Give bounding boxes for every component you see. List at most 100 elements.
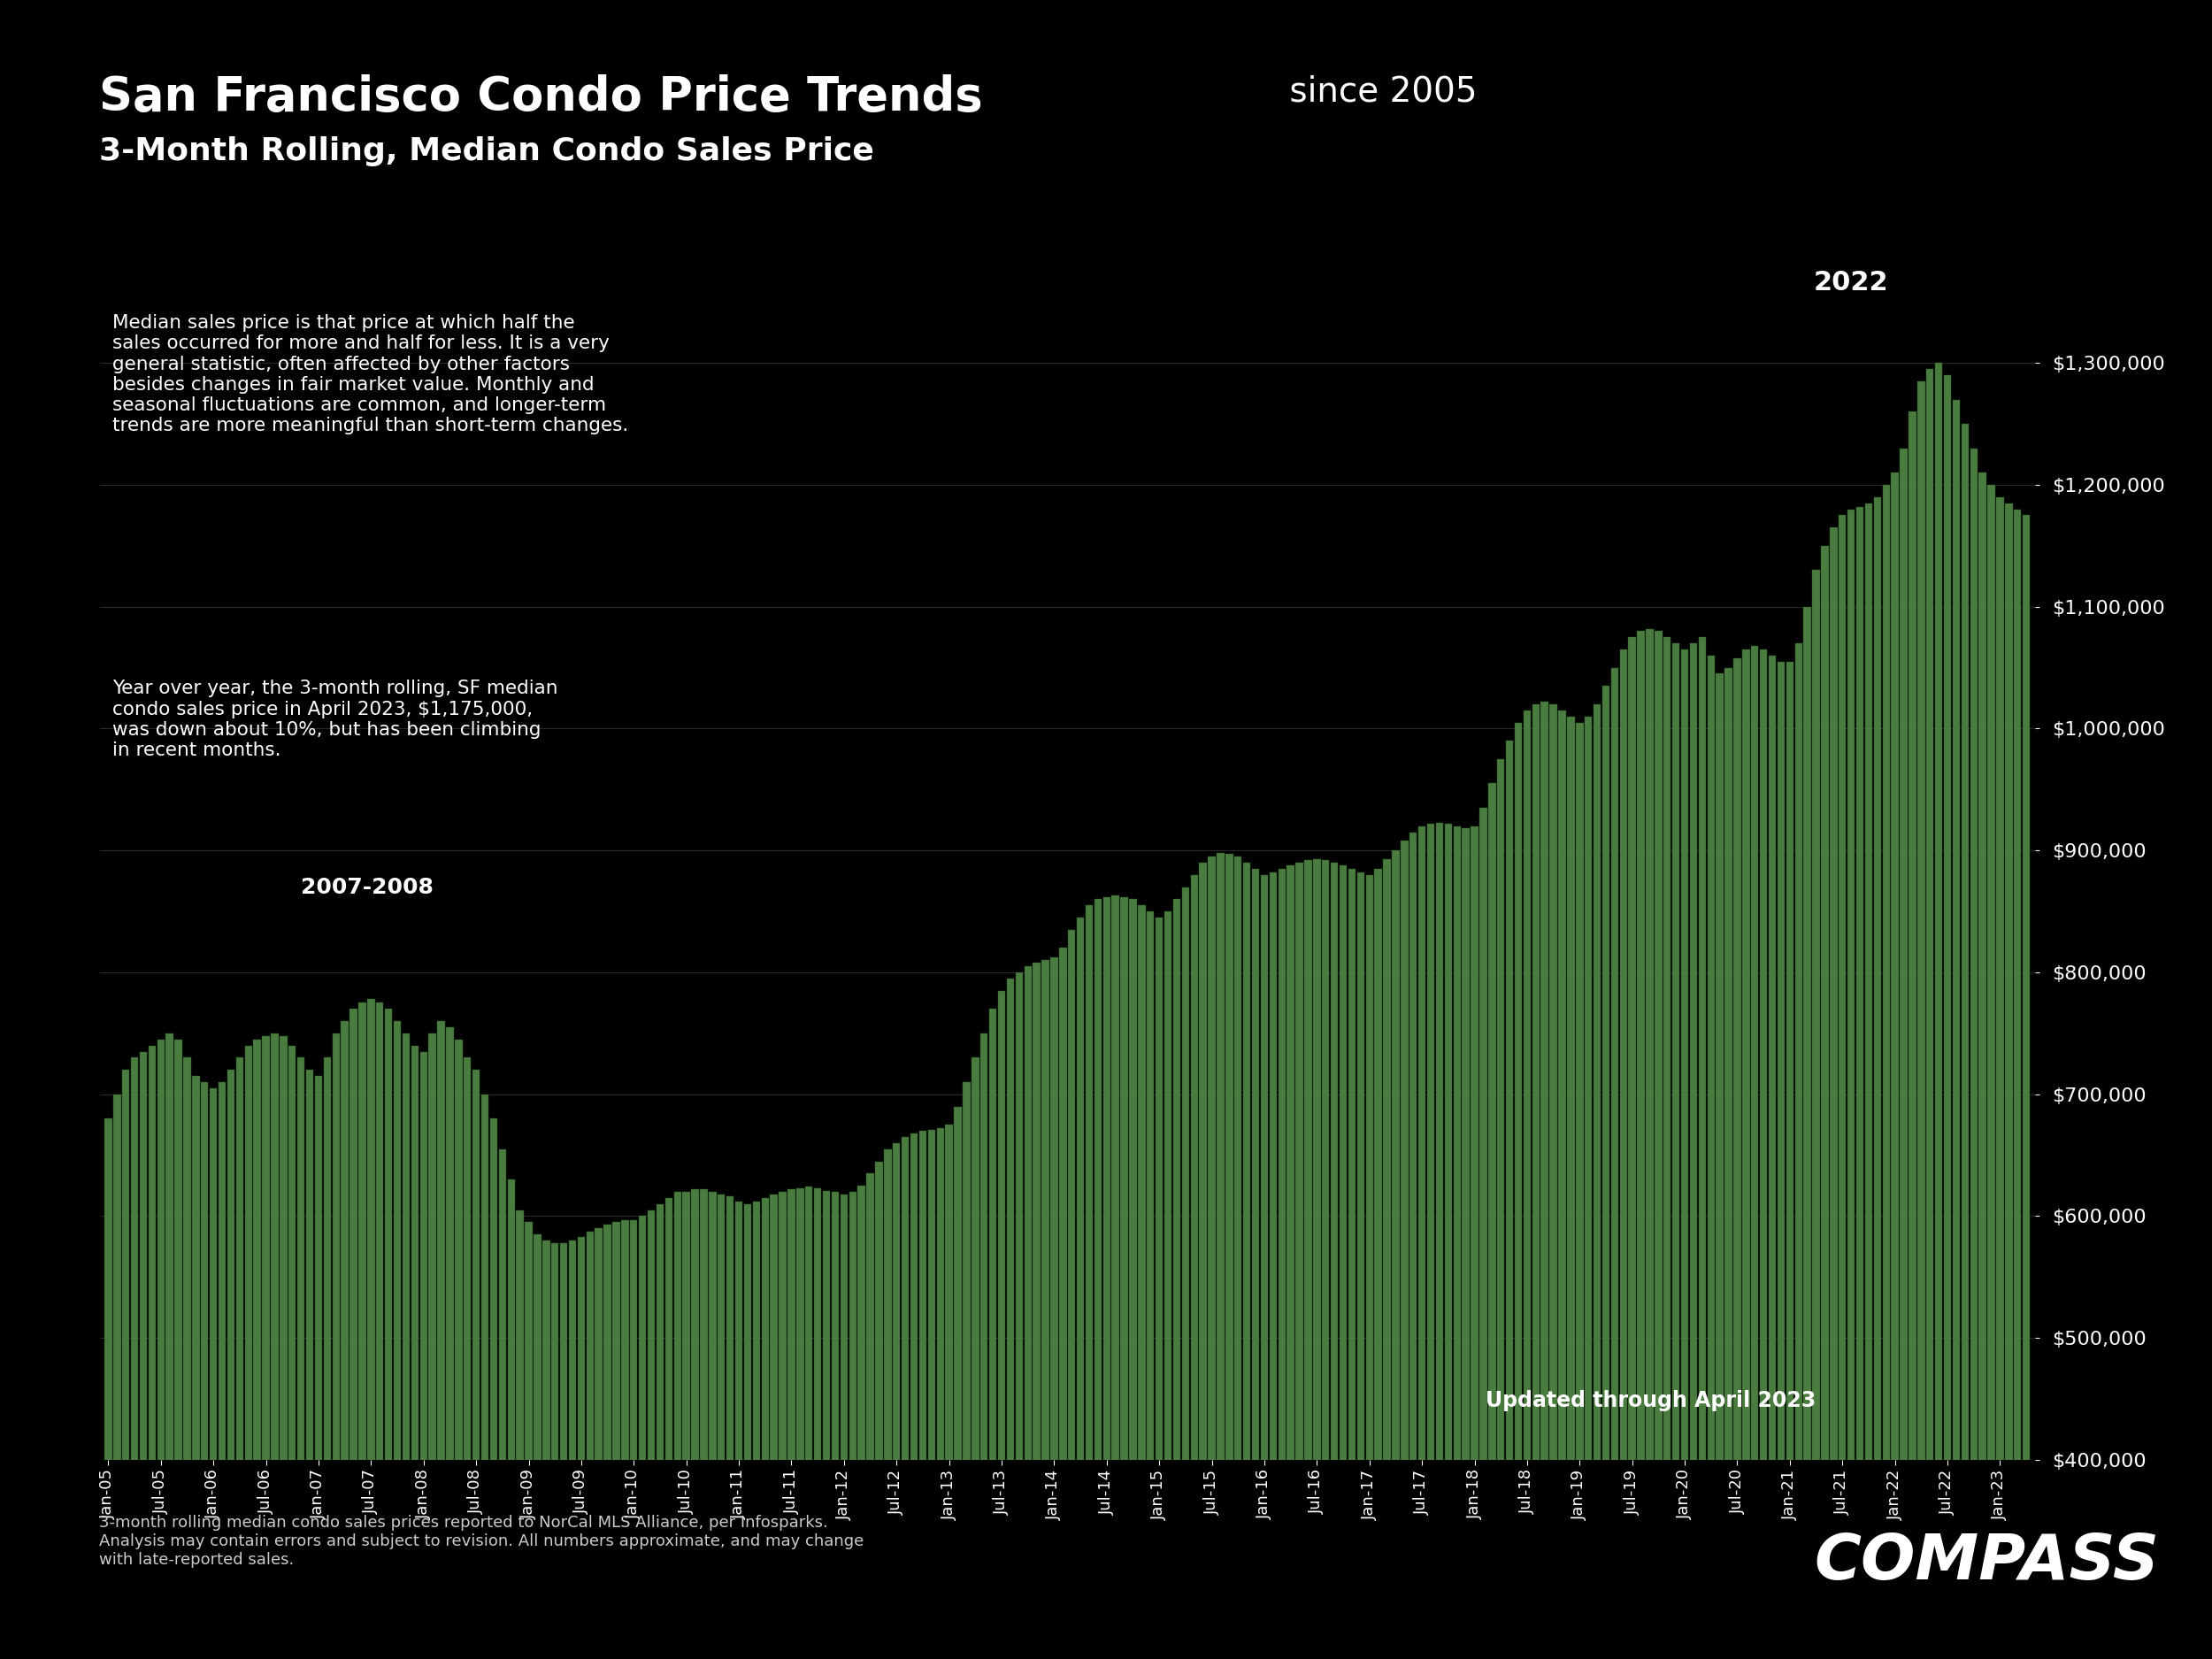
Text: 3-Month Rolling, Median Condo Sales Price: 3-Month Rolling, Median Condo Sales Pric… xyxy=(100,136,874,166)
Bar xyxy=(323,1058,332,1659)
Bar xyxy=(1068,929,1075,1659)
Bar xyxy=(1610,667,1619,1659)
Bar xyxy=(1761,649,1767,1659)
Bar xyxy=(577,1238,584,1659)
Bar xyxy=(560,1243,568,1659)
Bar xyxy=(201,1082,208,1659)
Bar xyxy=(971,1058,980,1659)
Bar xyxy=(1708,655,1714,1659)
Bar xyxy=(1164,911,1172,1659)
Bar xyxy=(139,1052,146,1659)
Bar xyxy=(1409,833,1418,1659)
Bar xyxy=(358,1002,365,1659)
Bar xyxy=(1190,874,1199,1659)
Bar xyxy=(210,1088,217,1659)
Bar xyxy=(701,1190,708,1659)
Bar xyxy=(1121,898,1128,1659)
Bar xyxy=(1944,375,1951,1659)
Bar xyxy=(332,1034,341,1659)
Bar xyxy=(192,1077,199,1659)
Bar xyxy=(918,1131,927,1659)
Bar xyxy=(1208,856,1217,1659)
Bar xyxy=(279,1035,288,1659)
Bar xyxy=(1252,869,1259,1659)
Bar xyxy=(761,1198,770,1659)
Bar xyxy=(1382,859,1391,1659)
Bar xyxy=(1637,630,1646,1659)
Bar xyxy=(498,1150,507,1659)
Bar xyxy=(1137,906,1146,1659)
Bar xyxy=(1593,703,1601,1659)
Bar xyxy=(1480,808,1486,1659)
Bar xyxy=(1918,382,1924,1659)
Bar xyxy=(524,1223,533,1659)
Bar xyxy=(542,1241,551,1659)
Bar xyxy=(648,1209,655,1659)
Bar xyxy=(1655,630,1661,1659)
Bar xyxy=(1006,979,1013,1659)
Text: since 2005: since 2005 xyxy=(1279,75,1478,108)
Bar xyxy=(1628,637,1637,1659)
Bar xyxy=(1752,645,1759,1659)
Text: 3-month rolling median condo sales prices reported to NorCal MLS Alliance, per I: 3-month rolling median condo sales price… xyxy=(100,1515,865,1568)
Bar xyxy=(1734,659,1741,1659)
Bar xyxy=(1856,506,1863,1659)
Bar xyxy=(237,1058,243,1659)
Bar xyxy=(1243,863,1250,1659)
Bar xyxy=(832,1191,838,1659)
Bar xyxy=(770,1194,779,1659)
Bar xyxy=(341,1022,349,1659)
Text: 2022: 2022 xyxy=(1814,270,1889,295)
Bar xyxy=(122,1070,131,1659)
Bar xyxy=(1971,448,1978,1659)
Bar xyxy=(1829,528,1838,1659)
Bar xyxy=(787,1190,794,1659)
Bar xyxy=(403,1034,409,1659)
Bar xyxy=(1619,649,1628,1659)
Bar xyxy=(1453,826,1460,1659)
Bar xyxy=(1086,906,1093,1659)
Bar xyxy=(456,1040,462,1659)
Bar xyxy=(1060,947,1066,1659)
Bar xyxy=(411,1045,418,1659)
Text: COMPASS: COMPASS xyxy=(1814,1531,2159,1593)
Bar xyxy=(1427,823,1433,1659)
Bar xyxy=(1365,874,1374,1659)
Bar xyxy=(684,1191,690,1659)
Bar xyxy=(228,1070,234,1659)
Text: Updated through April 2023: Updated through April 2023 xyxy=(1486,1390,1816,1412)
Bar xyxy=(743,1204,752,1659)
Bar xyxy=(1874,498,1880,1659)
Bar xyxy=(1436,823,1442,1659)
Bar xyxy=(489,1118,498,1659)
Bar xyxy=(1542,702,1548,1659)
Text: 2007-2008: 2007-2008 xyxy=(301,876,434,898)
Bar xyxy=(1980,473,1986,1659)
Bar xyxy=(1095,899,1102,1659)
Bar xyxy=(1515,723,1522,1659)
Bar xyxy=(1217,853,1223,1659)
Bar xyxy=(1471,826,1478,1659)
Bar xyxy=(1820,546,1829,1659)
Bar xyxy=(1672,644,1679,1659)
Bar xyxy=(296,1058,305,1659)
Bar xyxy=(894,1143,900,1659)
Bar xyxy=(1575,723,1584,1659)
Bar xyxy=(1559,710,1566,1659)
Bar xyxy=(867,1173,874,1659)
Bar xyxy=(1776,662,1785,1659)
Bar xyxy=(980,1034,989,1659)
Bar xyxy=(246,1045,252,1659)
Bar xyxy=(568,1241,575,1659)
Bar xyxy=(1882,484,1889,1659)
Bar xyxy=(1418,826,1427,1659)
Bar xyxy=(1812,571,1820,1659)
Bar xyxy=(367,999,374,1659)
Bar xyxy=(841,1194,847,1659)
Bar xyxy=(717,1194,726,1659)
Bar xyxy=(1646,629,1652,1659)
Bar xyxy=(657,1204,664,1659)
Text: Median sales price is that price at which half the
sales occurred for more and h: Median sales price is that price at whic… xyxy=(113,314,628,435)
Bar xyxy=(692,1190,699,1659)
Bar xyxy=(639,1216,646,1659)
